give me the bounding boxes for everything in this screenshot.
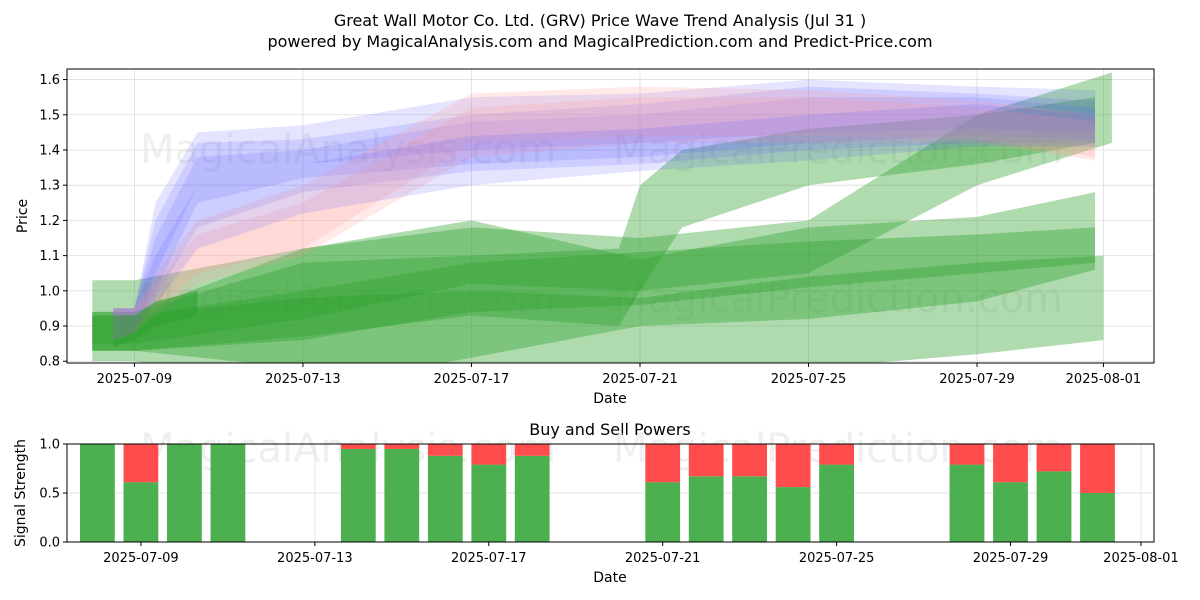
price-xtick-label: 2025-07-25 xyxy=(771,372,847,387)
price-xtick-label: 2025-07-13 xyxy=(265,372,341,387)
chart-subtitle: powered by MagicalAnalysis.com and Magic… xyxy=(267,32,932,51)
price-band-blue-band-3 xyxy=(113,97,1096,341)
buy-bar xyxy=(167,444,202,542)
sell-bar xyxy=(775,444,811,488)
sell-bar xyxy=(1080,444,1115,493)
sell-bar xyxy=(384,444,420,449)
price-ylabel: Price xyxy=(15,199,31,233)
price-band-blue-band-1 xyxy=(113,79,1096,341)
power-panel: Buy and Sell Powers MagicalAnalysis.com … xyxy=(13,420,1179,586)
price-band-group xyxy=(92,72,1112,363)
buy-bar xyxy=(732,476,767,542)
buy-bar xyxy=(123,482,159,542)
price-ytick-label: 1.5 xyxy=(39,108,60,123)
price-ytick-label: 1.6 xyxy=(39,73,60,88)
power-ytick-label: 0.0 xyxy=(39,536,60,551)
buy-bar xyxy=(688,476,724,542)
sell-bar xyxy=(514,444,550,456)
price-bands xyxy=(92,72,1112,363)
power-ytick-label: 0.5 xyxy=(39,487,60,502)
price-xtick-label: 2025-07-21 xyxy=(602,372,678,387)
power-title: Buy and Sell Powers xyxy=(529,420,691,439)
buy-bar xyxy=(427,455,463,542)
power-xtick-label: 2025-08-01 xyxy=(1103,551,1179,566)
price-band-blue-band-4 xyxy=(113,104,1096,341)
price-axes-frame xyxy=(66,68,1155,364)
buy-bar xyxy=(645,482,681,542)
price-band-green-band-5 xyxy=(92,255,1104,363)
price-xtick-label: 2025-07-29 xyxy=(939,372,1015,387)
sell-bar xyxy=(471,444,507,465)
sell-bar xyxy=(688,444,724,477)
price-grid xyxy=(67,69,1154,363)
power-xtick-label: 2025-07-13 xyxy=(277,551,353,566)
buy-bar xyxy=(949,464,985,542)
buy-bar xyxy=(80,444,115,542)
price-band-pink-band-2 xyxy=(113,97,1096,341)
price-band-blue-band-2 xyxy=(113,86,1096,341)
price-band-pink-band-1 xyxy=(113,86,1096,341)
buy-bar xyxy=(1080,493,1115,542)
power-ytick-label: 1.0 xyxy=(39,438,60,453)
sell-bar xyxy=(645,444,681,483)
price-band-green-band-3 xyxy=(92,72,1112,344)
power-xtick-label: 2025-07-09 xyxy=(103,551,179,566)
price-ytick-label: 0.8 xyxy=(39,355,60,370)
price-xtick-label: 2025-07-17 xyxy=(434,372,510,387)
sell-bar xyxy=(993,444,1028,483)
sell-bar xyxy=(340,444,376,449)
price-ytick-label: 0.9 xyxy=(39,320,60,335)
price-ytick-label: 1.4 xyxy=(39,143,60,158)
buy-bar xyxy=(993,482,1028,542)
power-xtick-label: 2025-07-29 xyxy=(973,551,1049,566)
power-bars xyxy=(80,444,1115,542)
price-band-dark-green-band xyxy=(113,290,198,348)
watermark-prediction-mid: MagicalPrediction.com xyxy=(613,276,1063,322)
power-ticks: 2025-07-09 2025-07-13 2025-07-17 2025-07-21… xyxy=(39,438,1178,567)
price-ytick-label: 1.1 xyxy=(39,249,60,264)
buy-bar xyxy=(514,455,550,542)
price-xtick-label: 2025-07-09 xyxy=(97,372,173,387)
price-ytick-label: 1.3 xyxy=(39,179,60,194)
sell-bar xyxy=(427,444,463,456)
price-ytick-label: 1.0 xyxy=(39,284,60,299)
power-ylabel: Signal Strength xyxy=(13,439,29,547)
buy-bar xyxy=(775,487,811,542)
price-panel: MagicalAnalysis.com MagicalPrediction.co… xyxy=(15,68,1155,407)
buy-bar xyxy=(471,464,507,542)
watermark-analysis-mid: MagicalAnalysis.com xyxy=(140,276,556,322)
buy-bar xyxy=(1036,471,1072,542)
sell-bar xyxy=(1036,444,1072,472)
buy-bar xyxy=(819,464,854,542)
buy-bar xyxy=(210,444,246,542)
chart-title: Great Wall Motor Co. Ltd. (GRV) Price Wa… xyxy=(334,11,866,30)
price-xlabel: Date xyxy=(593,391,626,407)
sell-bar xyxy=(732,444,767,477)
buy-bar xyxy=(340,448,376,542)
price-band-green-band-2 xyxy=(92,227,1096,351)
price-band-green-band-1 xyxy=(92,192,1095,363)
sell-bar xyxy=(123,444,159,483)
power-xtick-label: 2025-07-17 xyxy=(451,551,527,566)
price-xtick-label: 2025-08-01 xyxy=(1066,372,1142,387)
price-ytick-label: 1.2 xyxy=(39,214,60,229)
sell-bar xyxy=(949,444,985,465)
price-band-green-band-4 xyxy=(92,97,1096,351)
power-xtick-label: 2025-07-25 xyxy=(799,551,875,566)
buy-bar xyxy=(384,448,420,542)
power-xtick-label: 2025-07-21 xyxy=(625,551,701,566)
sell-bar xyxy=(819,444,854,465)
power-xlabel: Date xyxy=(593,570,626,586)
price-ticks: 2025-07-09 2025-07-13 2025-07-17 2025-07-21… xyxy=(39,73,1141,387)
